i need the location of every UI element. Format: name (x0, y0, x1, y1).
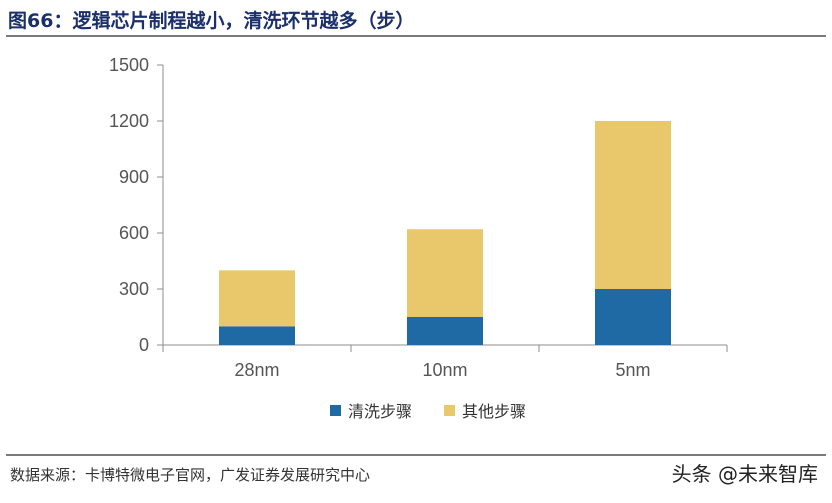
legend-swatch (330, 405, 341, 416)
bar-other-10nm (407, 229, 483, 317)
legend-label: 其他步骤 (462, 402, 526, 421)
footer-divider (6, 454, 826, 456)
bar-cleaning-28nm (219, 326, 295, 345)
y-tick-label: 0 (139, 335, 149, 355)
source-note: 数据来源：卡博特微电子官网，广发证券发展研究中心 (10, 466, 371, 484)
y-tick-label: 1200 (109, 111, 149, 131)
chart-title: 图66：逻辑芯片制程越小，清洗环节越多（步） (8, 10, 415, 32)
x-category-label: 5nm (615, 360, 650, 380)
x-category-label: 10nm (422, 360, 467, 380)
bar-other-28nm (219, 270, 295, 327)
bar-other-5nm (595, 121, 671, 289)
y-tick-label: 1500 (109, 55, 149, 75)
y-tick-label: 600 (119, 223, 149, 243)
legend-swatch (444, 405, 455, 416)
title-divider (6, 35, 826, 37)
bar-cleaning-5nm (595, 289, 671, 345)
legend-label: 清洗步骤 (348, 402, 412, 421)
y-tick-label: 300 (119, 279, 149, 299)
watermark: 头条 @未来智库 (671, 462, 818, 486)
x-category-label: 28nm (234, 360, 279, 380)
bar-cleaning-10nm (407, 317, 483, 345)
y-tick-label: 900 (119, 167, 149, 187)
